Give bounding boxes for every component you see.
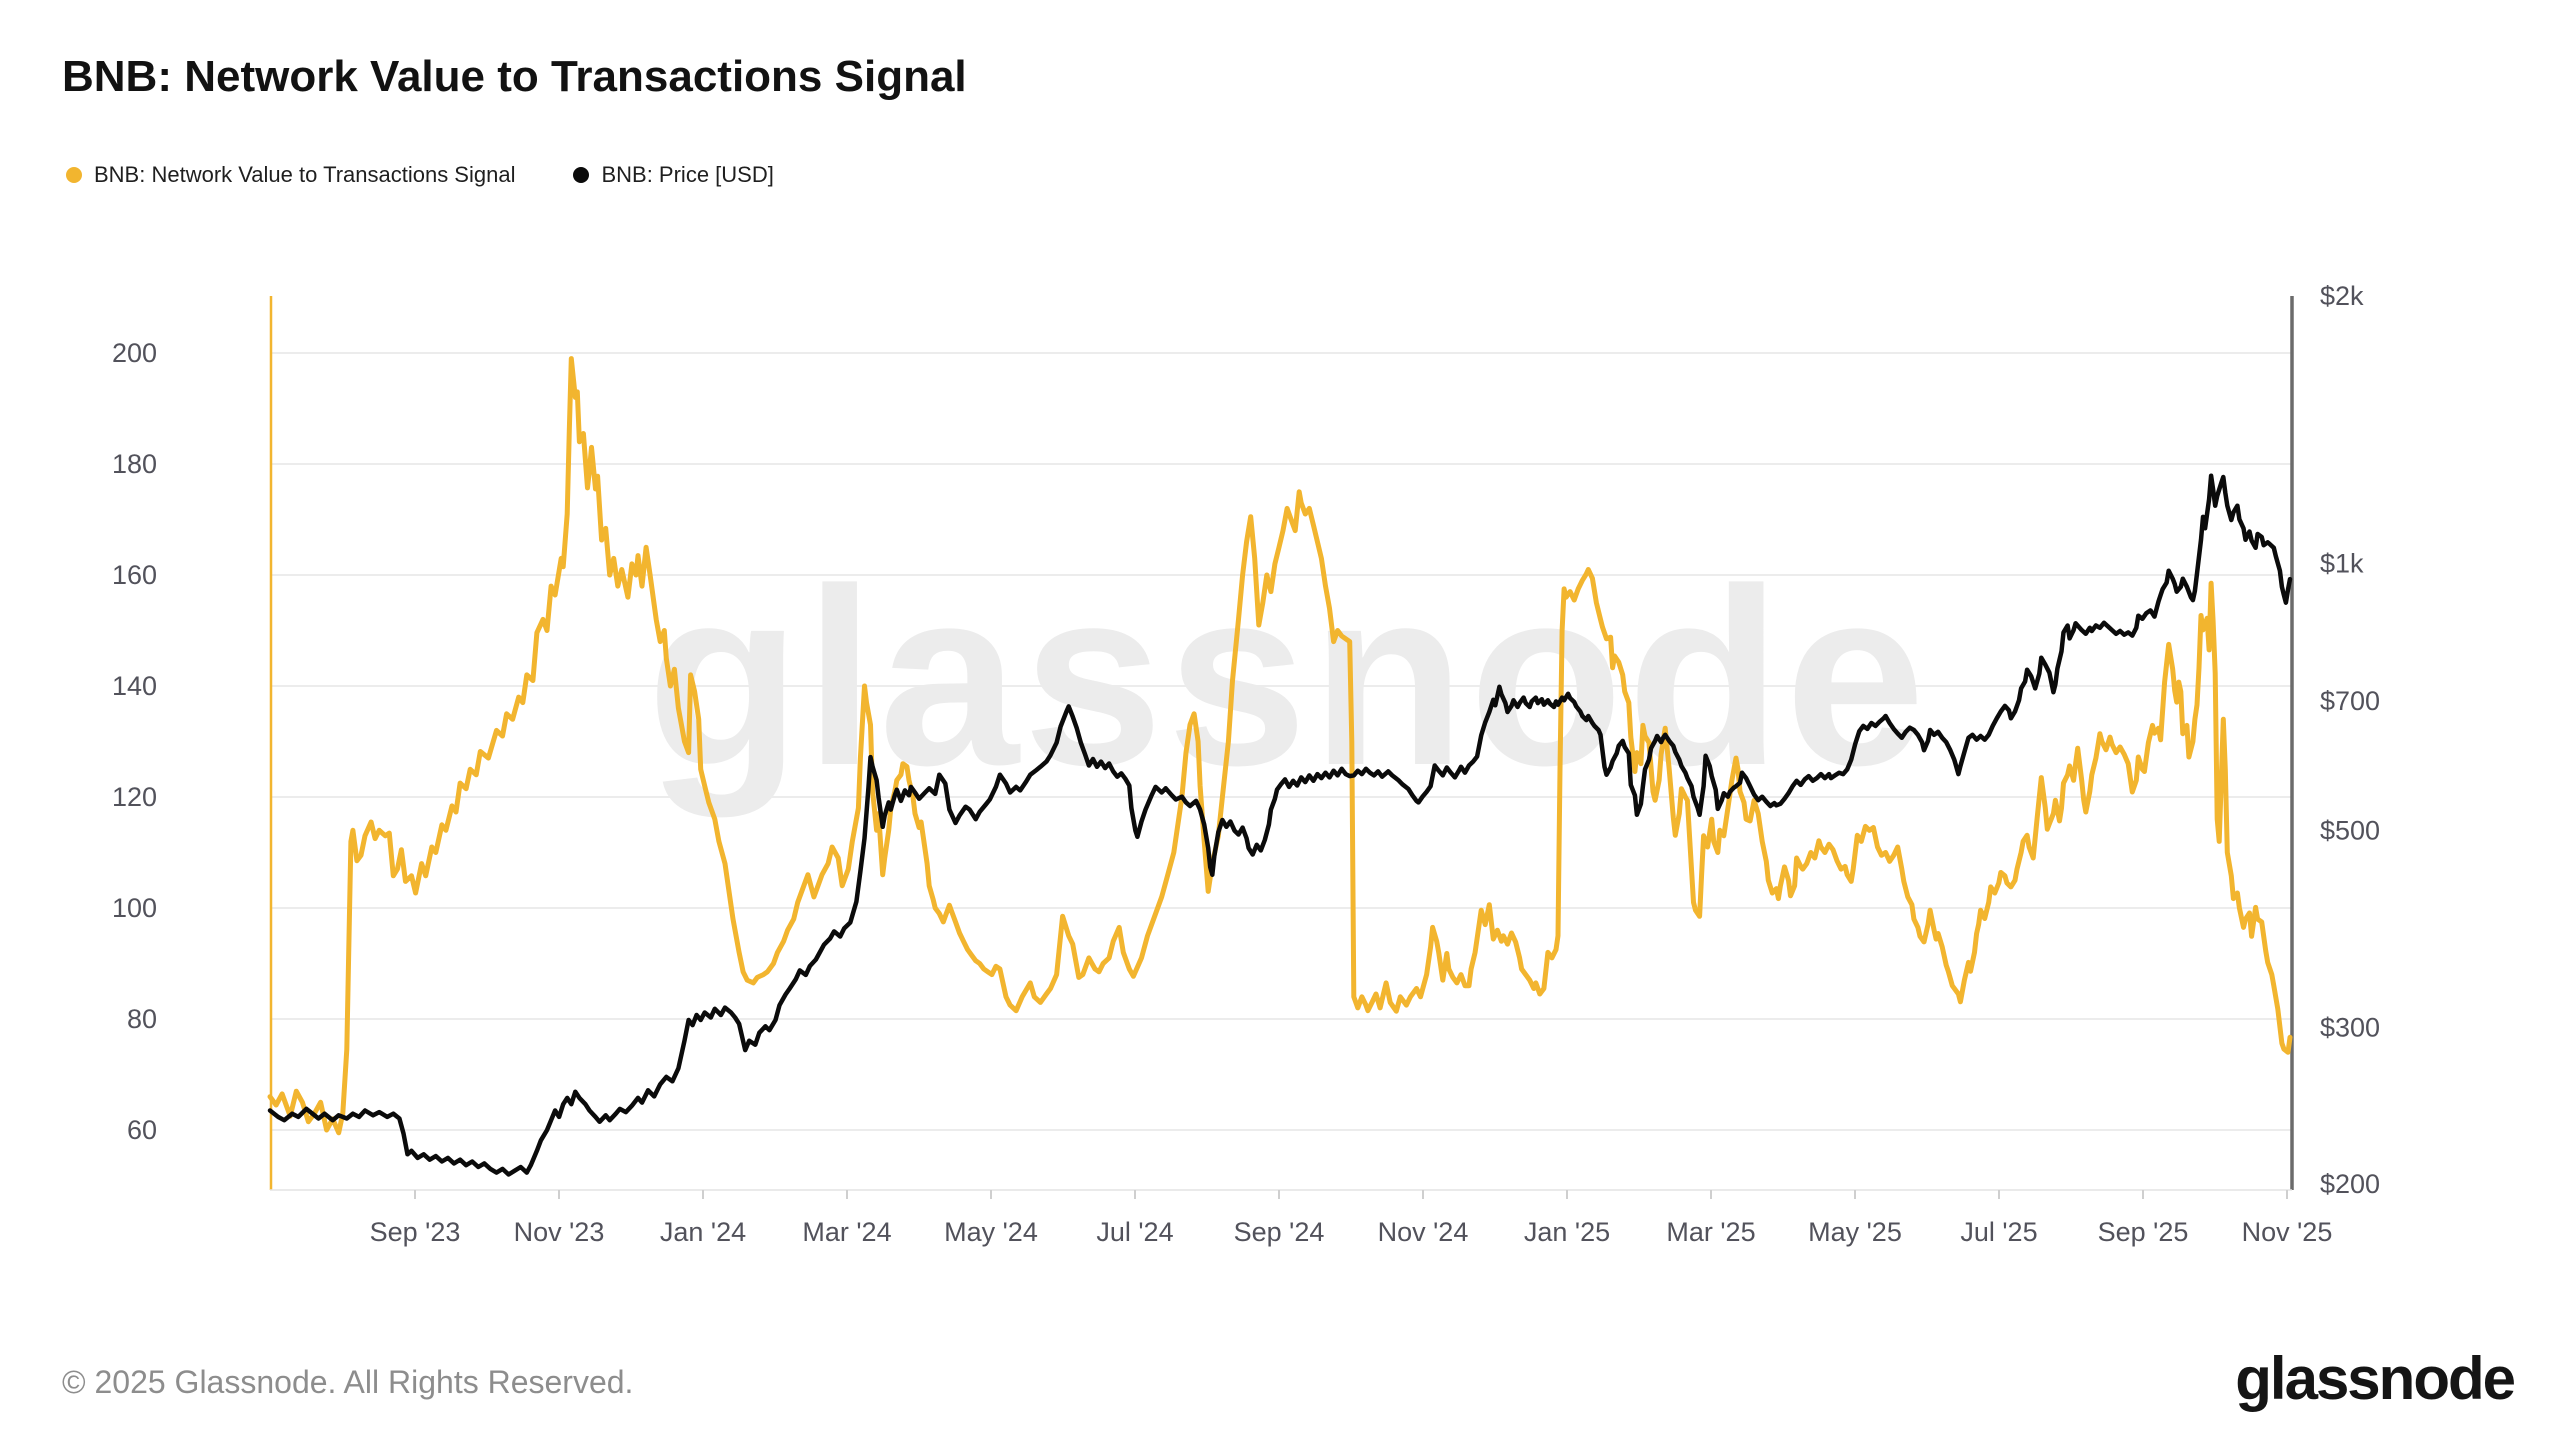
glassnode-logo: glassnode — [2235, 1345, 2516, 1412]
price-legend-dot-icon — [573, 167, 590, 183]
nvt-signal-line — [267, 356, 2293, 1136]
left-axis-tick-label: 120 — [112, 782, 157, 812]
x-axis-tick-label: Nov '25 — [2242, 1217, 2333, 1247]
gridlines — [270, 352, 2292, 1131]
x-axis-tick-label: Nov '24 — [1378, 1217, 1469, 1247]
right-axis-tick-label: $200 — [2320, 1169, 2380, 1199]
x-axis-tick-label: Sep '24 — [1234, 1217, 1325, 1247]
x-axis-tick-label: Nov '23 — [514, 1217, 605, 1247]
x-axis-tick-label: Mar '24 — [802, 1217, 891, 1247]
x-axis-tick-label: Sep '25 — [2098, 1217, 2189, 1247]
footer-copyright: © 2025 Glassnode. All Rights Reserved. — [62, 1364, 634, 1400]
x-axis-tick-label: Jul '25 — [1960, 1217, 2037, 1247]
x-axis-tick-label: Jan '24 — [660, 1217, 746, 1247]
legend-item-nvt[interactable]: BNB: Network Value to Transactions Signa… — [66, 162, 515, 188]
price-line — [267, 473, 2293, 1177]
left-axis-tick-label: 180 — [112, 449, 157, 479]
legend-label-price: BNB: Price [USD] — [601, 162, 774, 187]
x-axis-tick-label: Sep '23 — [370, 1217, 461, 1247]
left-axis-tick-label: 60 — [127, 1115, 157, 1145]
left-axis-tick-label: 160 — [112, 560, 157, 590]
series-lines — [267, 356, 2293, 1177]
legend-item-price[interactable]: BNB: Price [USD] — [573, 162, 774, 188]
axis-labels: 200 180 160 140 120 100 80 60 $2k $1k $700 $500 $300… — [112, 281, 2380, 1247]
left-axis-tick-label: 80 — [127, 1004, 157, 1034]
left-axis-tick-label: 200 — [112, 338, 157, 368]
page-title: BNB: Network Value to Transactions Signa… — [62, 52, 967, 101]
x-axis-tick-label: Jul '24 — [1096, 1217, 1173, 1247]
right-axis-tick-label: $300 — [2320, 1013, 2380, 1043]
nvt-legend-dot-icon — [66, 167, 82, 183]
left-axis-tick-label: 100 — [112, 893, 157, 923]
legend-label-nvt: BNB: Network Value to Transactions Signa… — [94, 162, 516, 187]
legend: BNB: Network Value to Transactions Signa… — [66, 162, 774, 188]
right-axis-tick-label: $1k — [2320, 548, 2364, 578]
right-axis-tick-label: $700 — [2320, 686, 2380, 716]
x-axis-tick-label: Mar '25 — [1666, 1217, 1755, 1247]
x-axis-tick-label: May '25 — [1808, 1217, 1902, 1247]
x-axis-tick-label: May '24 — [944, 1217, 1038, 1247]
right-axis-tick-label: $500 — [2320, 816, 2380, 846]
x-axis-tick-label: Jan '25 — [1524, 1217, 1610, 1247]
left-axis-tick-label: 140 — [112, 671, 157, 701]
right-axis-tick-label: $2k — [2320, 281, 2364, 311]
